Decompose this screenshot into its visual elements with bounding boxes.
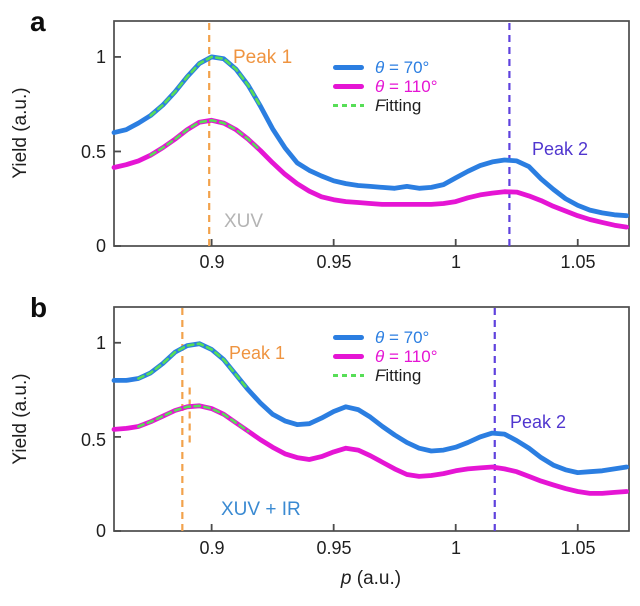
panel-a-xuv-annotation: XUV	[224, 211, 264, 232]
fitting-dashed-line-swatch	[333, 104, 364, 107]
x-axis-label: p (a.u.)	[340, 568, 402, 589]
legend-item-fitting: Fitting	[333, 366, 438, 385]
panel-b-peak2-label: Peak 2	[510, 412, 567, 432]
panel-a-y-axis-label: Yield (a.u.)	[10, 87, 31, 179]
panel-a-xtick-1: 1	[450, 252, 462, 272]
panel-a-ytick-1: 1	[95, 47, 106, 67]
panel-b-xtick-1_05: 1.05	[560, 538, 596, 558]
panel-b-xtick-0_95: 0.95	[316, 538, 352, 558]
panel-b-xtick-0_9: 0.9	[199, 538, 225, 558]
panel-a-legend: θ = 70° θ = 110° Fitting	[333, 58, 438, 115]
panel-a-ytick-0: 0	[95, 236, 106, 256]
panel-b-xuv-ir-annotation: XUV + IR	[221, 499, 301, 520]
theta-70-line-swatch	[333, 335, 364, 340]
panel-b-ytick-0_5: 0.5	[80, 430, 106, 450]
legend-label: θ = 70°	[375, 58, 430, 77]
legend-label: Fitting	[375, 366, 422, 385]
legend-label: θ = 110°	[375, 347, 438, 366]
legend-item-theta-70: θ = 70°	[333, 328, 438, 347]
curve-Fitting	[149, 119, 262, 157]
panel-a-xtick-0_9: 0.9	[199, 252, 225, 272]
legend-label: Fitting	[375, 96, 422, 115]
panel-a-frame	[113, 20, 630, 247]
panel-a-xtick-1_05: 1.05	[560, 252, 596, 272]
legend-item-theta-70: θ = 70°	[333, 58, 438, 77]
panel-b-plot	[111, 307, 629, 532]
fitting-dashed-line-swatch	[333, 374, 364, 377]
panel-b-frame	[113, 306, 630, 532]
legend-label: θ = 70°	[375, 328, 430, 347]
panel-a-letter: a	[30, 6, 46, 37]
panel-b-y-axis-label: Yield (a.u.)	[10, 373, 31, 465]
panel-a-ytick-0_5: 0.5	[80, 142, 106, 162]
panel-a-xtick-0_95: 0.95	[316, 252, 352, 272]
theta-110-line-swatch	[333, 84, 364, 89]
legend-item-theta-110: θ = 110°	[333, 77, 438, 96]
panel-b-ytick-1: 1	[95, 333, 106, 353]
panel-b-legend: θ = 70° θ = 110° Fitting	[333, 328, 438, 385]
panel-b-peak1-label: Peak 1	[229, 343, 286, 363]
legend-item-theta-110: θ = 110°	[333, 347, 438, 366]
theta-110-line-swatch	[333, 354, 364, 359]
panel-a-peak2-label: Peak 2	[532, 139, 589, 159]
panel-a-plot	[111, 21, 629, 247]
panel-b-letter: b	[30, 292, 48, 323]
curve-Fitting	[149, 55, 262, 117]
curve-θ = 110°	[111, 117, 629, 230]
curve-Fitting	[137, 342, 250, 392]
legend-label: θ = 110°	[375, 77, 438, 96]
panel-b-ytick-0: 0	[95, 521, 106, 541]
legend-item-fitting: Fitting	[333, 96, 438, 115]
panel-a-peak1-label: Peak 1	[233, 47, 293, 68]
theta-70-line-swatch	[333, 65, 364, 70]
panel-b-xtick-1: 1	[450, 538, 462, 558]
curve-Fitting	[137, 404, 250, 433]
